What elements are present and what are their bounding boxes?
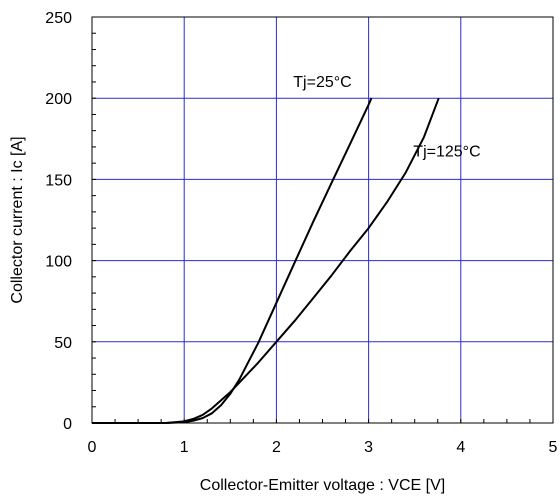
y-tick-label: 200 <box>45 91 72 108</box>
series-line-0 <box>92 97 373 424</box>
x-tick-label: 3 <box>364 439 373 456</box>
series-annotation: Tj=25°C <box>293 74 351 91</box>
x-tick-label: 1 <box>180 439 189 456</box>
y-axis-label: Collector current : Ic [A] <box>9 136 26 303</box>
y-tick-label: 100 <box>45 254 72 271</box>
y-tick-label: 150 <box>45 172 72 189</box>
plot-frame <box>91 16 554 424</box>
y-tick-label: 50 <box>54 335 72 352</box>
series-annotation: Tj=125°C <box>413 144 480 161</box>
annotations: Tj=25°C Tj=125°C <box>293 74 480 161</box>
x-axis-label: Collector-Emitter voltage : VCE [V] <box>200 477 445 494</box>
x-tick-labels: 0 1 2 3 4 5 <box>88 439 558 456</box>
y-tick-label: 250 <box>45 10 72 27</box>
y-tick-labels: 0 50 100 150 200 250 <box>45 10 72 433</box>
x-tick-label: 5 <box>549 439 558 456</box>
x-tick-label: 2 <box>272 439 281 456</box>
x-tick-label: 0 <box>88 439 97 456</box>
y-tick-label: 0 <box>63 416 72 433</box>
series-lines <box>92 97 440 424</box>
grid <box>92 17 553 423</box>
x-tick-label: 4 <box>456 439 465 456</box>
series-line-1 <box>92 97 440 424</box>
